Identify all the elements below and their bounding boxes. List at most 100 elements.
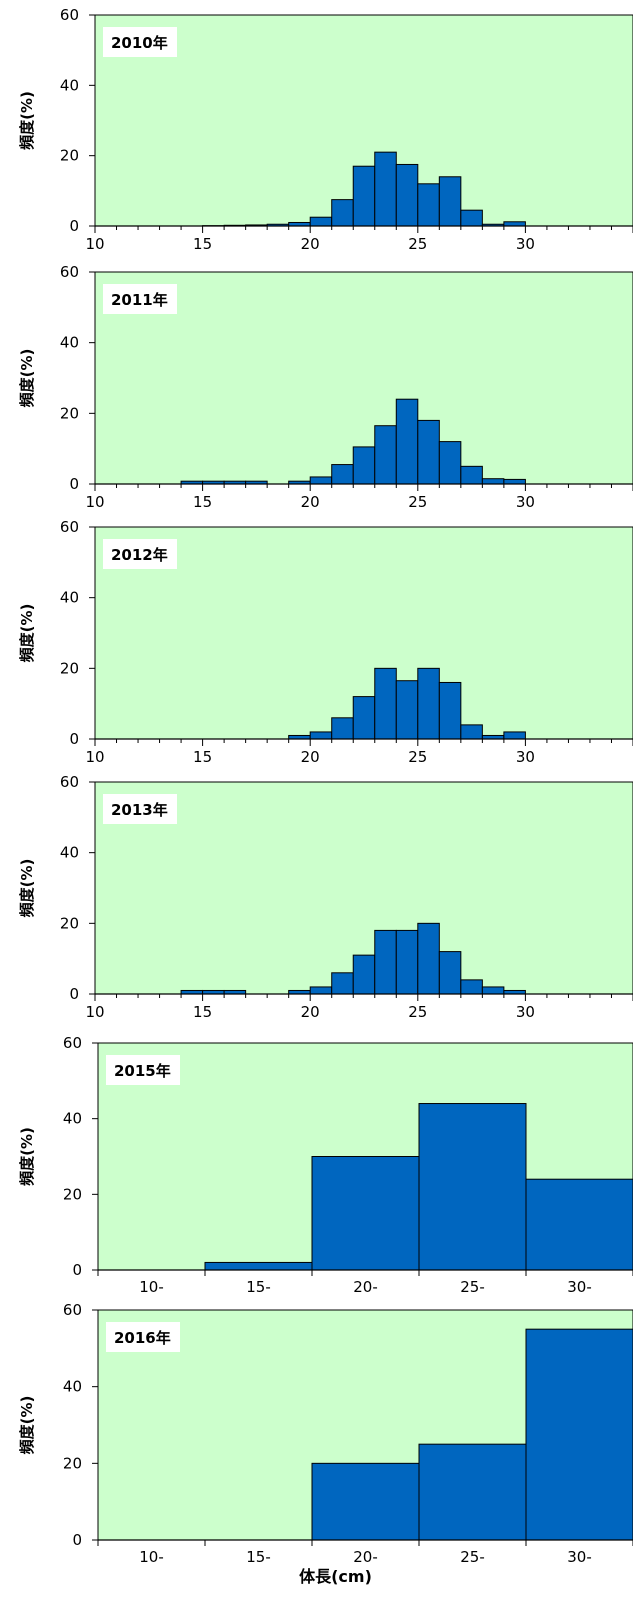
y-tick-label: 60 [63,1034,82,1052]
bar [461,210,483,226]
bar [482,987,504,994]
x-tick-label: 20 [301,1003,320,1021]
bar [310,987,332,994]
bar [504,732,526,739]
bar [418,420,440,484]
bar [375,668,397,739]
y-tick-label: 0 [69,730,79,748]
y-axis-label: 頻度(%) [18,91,36,150]
x-tick-label: 25 [408,748,427,766]
year-label: 2010年 [111,34,168,52]
x-tick-label: 25 [408,1003,427,1021]
bar [482,479,504,484]
x-tick-label: 30 [516,235,535,253]
bar [353,955,375,994]
x-tick-label: 30 [516,748,535,766]
y-axis-label: 頻度(%) [18,859,36,918]
bar [375,152,397,226]
y-tick-label: 20 [60,147,79,165]
x-tick-label: 20 [301,235,320,253]
bar [310,217,332,226]
x-tick-label: 10 [85,1003,104,1021]
y-axis-label: 頻度(%) [18,349,36,408]
x-tick-label: 15- [246,1278,271,1296]
x-tick-label: 15 [193,748,212,766]
bar [439,682,461,739]
x-tick-label: 30 [516,493,535,511]
bar [312,1157,419,1271]
bar [332,465,354,484]
y-tick-label: 0 [72,1531,82,1549]
x-tick-label: 25- [460,1548,485,1566]
y-tick-label: 20 [63,1454,82,1472]
x-tick-label: 10 [85,493,104,511]
year-label: 2012年 [111,546,168,564]
x-tick-label: 15 [193,235,212,253]
year-label: 2011年 [111,291,168,309]
bar [396,399,418,484]
bar [396,681,418,739]
bar [418,668,440,739]
y-tick-label: 40 [60,334,79,352]
bar [526,1179,633,1270]
year-label: 2015年 [114,1062,171,1080]
year-label: 2016年 [114,1329,171,1347]
bar [461,466,483,484]
y-tick-label: 40 [60,844,79,862]
y-tick-label: 40 [60,589,79,607]
x-tick-label: 25- [460,1278,485,1296]
y-tick-label: 20 [60,404,79,422]
x-tick-label: 10 [85,748,104,766]
x-tick-label: 30- [567,1548,592,1566]
bar [461,980,483,994]
y-axis-label: 頻度(%) [18,604,36,663]
bar [419,1444,526,1540]
bar [439,952,461,994]
x-tick-label: 10- [139,1278,164,1296]
bar [312,1463,419,1540]
bar [396,164,418,226]
y-tick-label: 20 [60,914,79,932]
bar [375,930,397,994]
bar [332,200,354,226]
y-tick-label: 0 [69,985,79,1003]
y-axis-label: 頻度(%) [18,1127,36,1186]
bar [205,1262,312,1270]
x-tick-label: 30- [567,1278,592,1296]
bar [353,166,375,226]
bar [375,426,397,484]
bar [310,732,332,739]
x-axis-label: 体長(cm) [299,1567,372,1586]
y-tick-label: 40 [63,1378,82,1396]
bar [310,477,332,484]
x-tick-label: 20- [353,1548,378,1566]
bar [332,718,354,739]
x-tick-label: 25 [408,493,427,511]
bar [439,177,461,226]
bar [526,1329,633,1540]
x-tick-label: 15 [193,493,212,511]
bar [418,184,440,226]
y-tick-label: 20 [63,1185,82,1203]
bar [504,222,526,226]
y-tick-label: 60 [60,773,79,791]
year-label: 2013年 [111,801,168,819]
y-tick-label: 60 [60,263,79,281]
x-tick-label: 25 [408,235,427,253]
x-tick-label: 20- [353,1278,378,1296]
y-tick-label: 0 [72,1261,82,1279]
x-tick-label: 10 [85,235,104,253]
bar [418,923,440,994]
bar [439,442,461,484]
y-tick-label: 0 [69,475,79,493]
y-tick-label: 40 [60,76,79,94]
y-tick-label: 0 [69,217,79,235]
bar [353,697,375,739]
y-tick-label: 60 [60,518,79,536]
bar [396,930,418,994]
x-tick-label: 15- [246,1548,271,1566]
y-tick-label: 40 [63,1110,82,1128]
y-tick-label: 20 [60,659,79,677]
